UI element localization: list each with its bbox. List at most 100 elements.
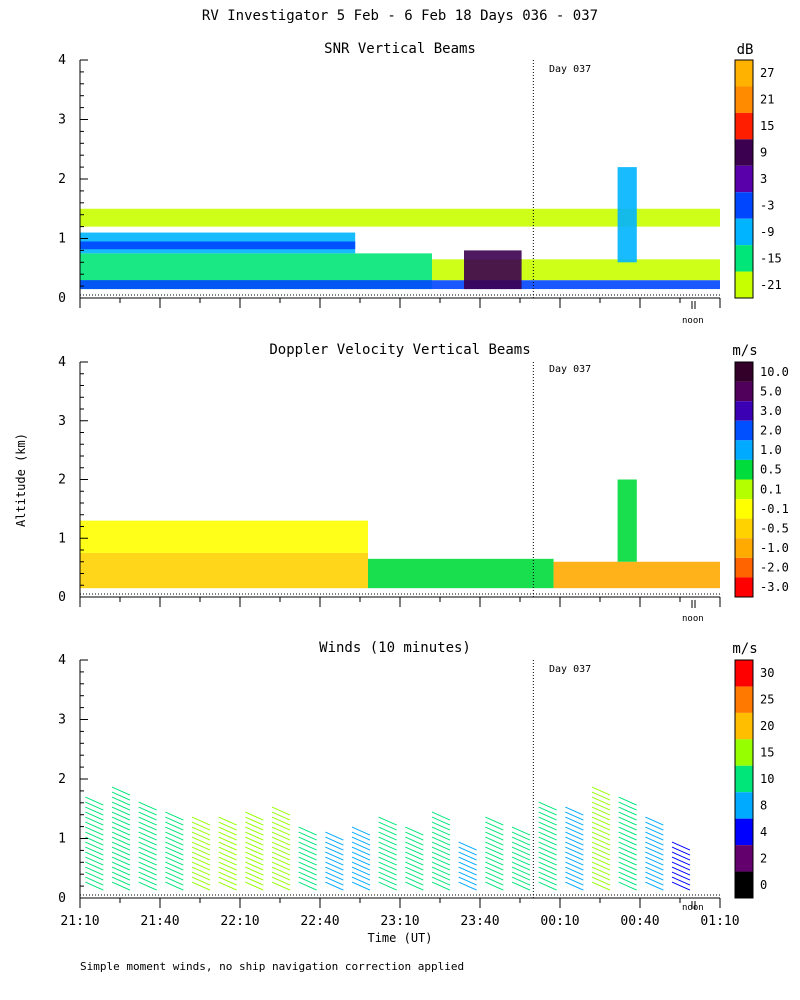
y-tick-label: 0	[58, 590, 66, 605]
wind-barb	[618, 866, 637, 876]
wind-barb	[485, 856, 504, 866]
wind-barb	[671, 876, 691, 886]
colorbar-swatch	[735, 218, 753, 246]
wind-barb	[485, 876, 504, 886]
wind-barb	[511, 876, 531, 886]
wind-barb	[538, 856, 557, 866]
colorbar-swatch	[735, 660, 753, 687]
wind-barb	[405, 881, 424, 891]
wind-barb	[671, 846, 691, 856]
wind-barb	[298, 866, 317, 876]
x-tick-label: 23:40	[460, 914, 499, 929]
wind-barb	[138, 836, 157, 846]
colorbar-label: 2.0	[760, 424, 782, 438]
wind-barb	[351, 841, 371, 851]
doppler-colorbar: 10.0 5.0 3.0 2.0 1.0 0.5 0.1 -0.1 -0.5 -1.0 -2.0 -3…	[734, 361, 789, 598]
wind-barb	[565, 871, 584, 881]
time-tick-labels: 21:10 21:40 22:10 22:40 23:10 23:40 00:10 00:40…	[60, 914, 739, 929]
wind-barb	[298, 876, 317, 886]
wind-barb	[485, 836, 504, 846]
wind-barb	[458, 851, 477, 861]
wind-barb	[138, 856, 157, 866]
colorbar-label: 30	[760, 666, 774, 680]
wind-barb	[431, 831, 451, 841]
wind-barb	[645, 861, 664, 871]
colorbar-label: 10.0	[760, 365, 789, 379]
wind-barb	[325, 871, 344, 881]
wind-barb	[111, 811, 131, 821]
wind-barb	[565, 881, 584, 891]
wind-barb	[431, 881, 451, 891]
wind-barb	[645, 871, 664, 881]
y-tick-label: 0	[58, 291, 66, 306]
wind-barb	[85, 836, 104, 846]
wind-barb	[271, 871, 291, 881]
wind-barb	[485, 851, 504, 861]
y-tick-label: 1	[58, 232, 66, 247]
x-tick-label: 00:10	[540, 914, 579, 929]
wind-barb	[378, 831, 397, 841]
wind-barb	[671, 841, 691, 851]
footnote: Simple moment winds, no ship navigation …	[80, 960, 464, 973]
wind-barb	[378, 841, 397, 851]
wind-barb	[458, 876, 477, 886]
wind-barb	[271, 831, 291, 841]
wind-barb	[405, 866, 424, 876]
y-tick-label: 1	[58, 832, 66, 847]
wind-barb	[218, 816, 237, 826]
wind-barb	[431, 816, 451, 826]
wind-barb	[138, 811, 157, 821]
wind-barb	[618, 821, 637, 831]
wind-barb	[431, 826, 451, 836]
wind-barb	[245, 836, 264, 846]
wind-barb	[218, 841, 237, 851]
wind-barb	[538, 811, 557, 821]
colorbar-label: 8	[760, 798, 767, 812]
wind-barb	[538, 846, 557, 856]
wind-barb	[645, 876, 664, 886]
wind-barb	[165, 836, 184, 846]
colorbar-label: 0.1	[760, 482, 782, 496]
y-axis-label: Altitude (km)	[14, 433, 28, 527]
wind-barb	[618, 861, 637, 871]
wind-barb	[218, 866, 237, 876]
heatmap-cell	[80, 520, 368, 553]
wind-barb	[378, 816, 397, 826]
wind-barb	[165, 826, 184, 836]
wind-barb	[378, 876, 397, 886]
wind-barb	[431, 856, 451, 866]
colorbar-label: 0.5	[760, 463, 782, 477]
colorbar-swatch	[735, 686, 753, 713]
wind-barb	[165, 846, 184, 856]
wind-barb	[85, 811, 104, 821]
y-tick-label: 3	[58, 713, 66, 728]
wind-barb	[111, 826, 131, 836]
wind-barb	[271, 836, 291, 846]
heatmap-cell	[80, 280, 720, 290]
wind-barb	[245, 831, 264, 841]
wind-barb	[138, 831, 157, 841]
wind-barb	[245, 846, 264, 856]
wind-barb	[325, 866, 344, 876]
wind-barb	[271, 811, 291, 821]
wind-barb	[165, 861, 184, 871]
figure-title: RV Investigator 5 Feb - 6 Feb 18 Days 03…	[202, 8, 598, 24]
wind-barb	[85, 851, 104, 861]
wind-barb	[405, 871, 424, 881]
wind-barb	[645, 841, 664, 851]
wind-barb	[111, 831, 131, 841]
wind-barb	[85, 831, 104, 841]
colorbar-swatch	[735, 818, 753, 846]
wind-barb	[405, 856, 424, 866]
colorbar-frame	[734, 659, 754, 899]
wind-barb	[325, 836, 344, 846]
x-axis-label: Time (UT)	[367, 931, 432, 945]
wind-barb	[591, 816, 611, 826]
wind-barb	[165, 866, 184, 876]
wind-barb	[378, 871, 397, 881]
wind-barb	[218, 821, 237, 831]
wind-barb	[351, 831, 371, 841]
wind-barb	[511, 836, 531, 846]
wind-barb	[538, 871, 557, 881]
wind-barb	[511, 841, 531, 851]
